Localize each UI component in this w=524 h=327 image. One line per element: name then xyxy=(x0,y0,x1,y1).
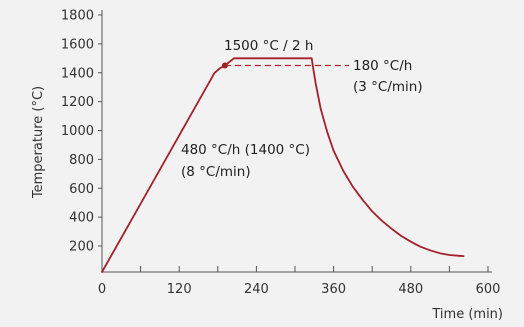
x-tick-label: 480 xyxy=(398,282,423,297)
y-tick-label: 1800 xyxy=(61,9,94,24)
y-tick-label: 400 xyxy=(69,211,94,226)
annotations: 1500 °C / 2 h 180 °C/h (3 °C/min) 480 °C… xyxy=(181,38,423,180)
y-tick-label: 600 xyxy=(69,182,94,197)
x-tick-label: 0 xyxy=(98,282,106,297)
y-tick-label: 200 xyxy=(69,240,94,255)
y-axis-ticks: 200 400 600 800 1000 1200 1400 1600 1800 xyxy=(61,9,102,255)
x-axis-ticks: 0 120 240 360 480 600 xyxy=(98,266,501,297)
y-tick-label: 1200 xyxy=(61,95,94,110)
y-tick-label: 1400 xyxy=(61,66,94,81)
cooling-rate-min-label: (3 °C/min) xyxy=(353,79,423,95)
cooling-rate-label: 180 °C/h xyxy=(353,58,412,74)
series-layer xyxy=(101,57,465,273)
x-axis-title: Time (min) xyxy=(431,307,503,322)
x-tick-label: 360 xyxy=(321,282,346,297)
heating-rate-min-label: (8 °C/min) xyxy=(181,164,251,180)
x-tick-label: 240 xyxy=(244,282,269,297)
y-tick-label: 1600 xyxy=(61,37,94,52)
x-tick-label: 600 xyxy=(476,282,501,297)
dwell-label: 1500 °C / 2 h xyxy=(224,38,313,54)
x-tick-label: 120 xyxy=(167,282,192,297)
y-tick-label: 800 xyxy=(69,153,94,168)
y-axis-title: Temperature (°C) xyxy=(31,86,46,199)
temperature-series-line xyxy=(101,57,465,273)
heating-rate-label: 480 °C/h (1400 °C) xyxy=(181,142,310,158)
y-tick-label: 1000 xyxy=(61,124,94,139)
plot-area xyxy=(101,10,492,273)
marker-point xyxy=(221,62,228,69)
